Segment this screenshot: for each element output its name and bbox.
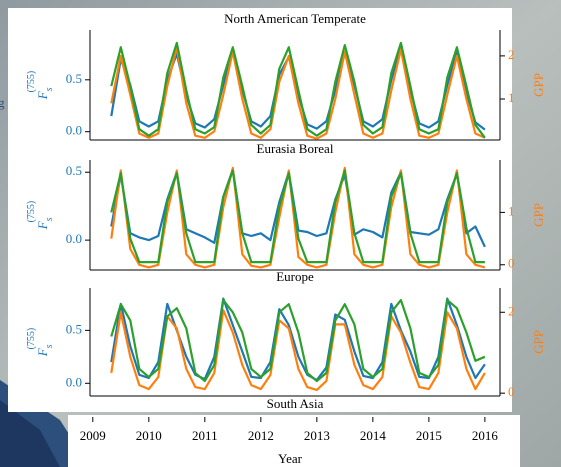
y-tick-label: 0.0 [66,123,82,138]
y-tick-label: 0.5 [66,71,82,86]
chart-title: Eurasia Boreal [257,141,334,156]
data-line [110,46,486,140]
y-axis-label: Fs (755) [26,328,55,358]
axis-strip [68,415,520,467]
y2-tick-label: 1 [508,203,515,218]
y2-axis-label: GPP [531,73,546,97]
background-shape [0,400,60,467]
y-label-sub: s [44,217,55,221]
data-line [110,297,486,382]
x-axis-label: Year [278,451,303,466]
x-tick-label: 2013 [304,428,330,443]
y-axis-label: Fs (755) [26,201,55,231]
chart-title: Europe [276,269,314,284]
y2-axis-label: GPP [531,203,546,227]
y-label-sup: (755) [26,201,37,223]
y2-axis-label: GPP [531,330,546,354]
y2-tick-label: 0 [508,384,515,399]
y-tick-label: 0.0 [66,374,82,389]
y-label-sub: s [44,87,55,91]
y-tick-label: 0.0 [66,231,82,246]
y-label-base: F [35,220,50,230]
data-line [110,299,486,383]
figure-panel [8,8,512,412]
x-tick-label: 2011 [192,428,218,443]
y-label-base: F [35,90,50,100]
y-label-sup: (755) [26,328,37,350]
y-label-sup: (755) [26,71,37,93]
y2-tick-label: 1 [508,90,515,105]
chart-title: South Asia [267,396,324,411]
x-tick-label: 2016 [472,428,499,443]
x-tick-label: 2010 [136,428,162,443]
y2-tick-label: 0 [508,256,515,271]
y2-tick-label: 2 [508,47,515,62]
x-tick-label: 2015 [416,428,442,443]
y-tick-label: 0.5 [66,163,82,178]
y-label-sub: s [44,344,55,348]
background-text: g [0,95,5,110]
data-line [110,41,486,139]
chart-title: North American Temperate [224,11,366,26]
x-tick-label: 2014 [360,428,387,443]
y-label-base: F [35,347,50,357]
data-line [110,169,485,264]
y-axis-label: Fs (755) [26,71,55,101]
y2-tick-label: 2 [508,303,515,318]
x-tick-label: 2012 [248,428,274,443]
y-tick-label: 0.5 [66,321,82,336]
data-line [110,309,486,391]
x-tick-label: 2009 [80,428,106,443]
